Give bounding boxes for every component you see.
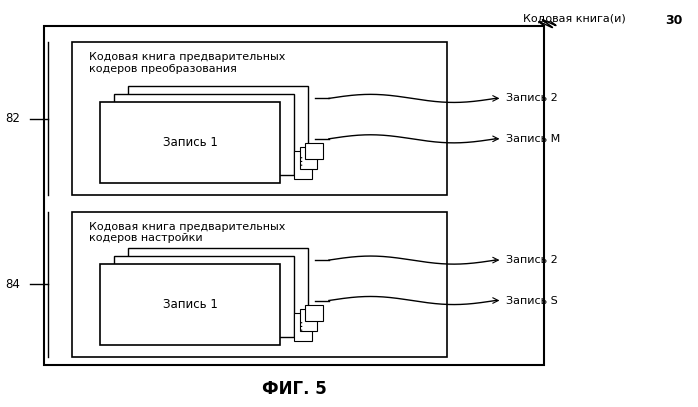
Text: Запись S: Запись S [506,295,558,306]
Bar [114,94,294,175]
Bar [100,103,281,183]
Text: Запись 1: Запись 1 [163,298,218,311]
Bar [72,42,447,195]
Text: Кодовая книга предварительных
кодеров настройки: Кодовая книга предварительных кодеров на… [89,222,286,243]
Text: Запись 1: Запись 1 [163,136,218,149]
Text: Запись М: Запись М [506,134,560,144]
Text: 84: 84 [5,278,20,291]
Text: Кодовая книга(и): Кодовая книга(и) [523,13,626,24]
Bar [114,256,294,337]
Text: ⋯: ⋯ [296,153,306,164]
Bar [299,309,317,331]
Bar [128,248,308,329]
Bar [294,151,311,179]
Text: Кодовая книга предварительных
кодеров преобразования: Кодовая книга предварительных кодеров пр… [89,52,286,74]
Text: ⋯: ⋯ [296,319,306,330]
Bar [305,304,322,321]
Bar [299,147,317,169]
Bar [305,143,322,159]
Bar [128,86,308,167]
Text: Запись 2: Запись 2 [506,93,558,103]
Bar [72,212,447,357]
Text: ФИГ. 5: ФИГ. 5 [262,381,327,398]
Text: 30: 30 [665,13,683,26]
Bar [294,313,311,341]
Bar [100,264,281,345]
Bar [45,26,544,365]
Text: Запись 2: Запись 2 [506,255,558,265]
Text: 82: 82 [5,112,20,125]
